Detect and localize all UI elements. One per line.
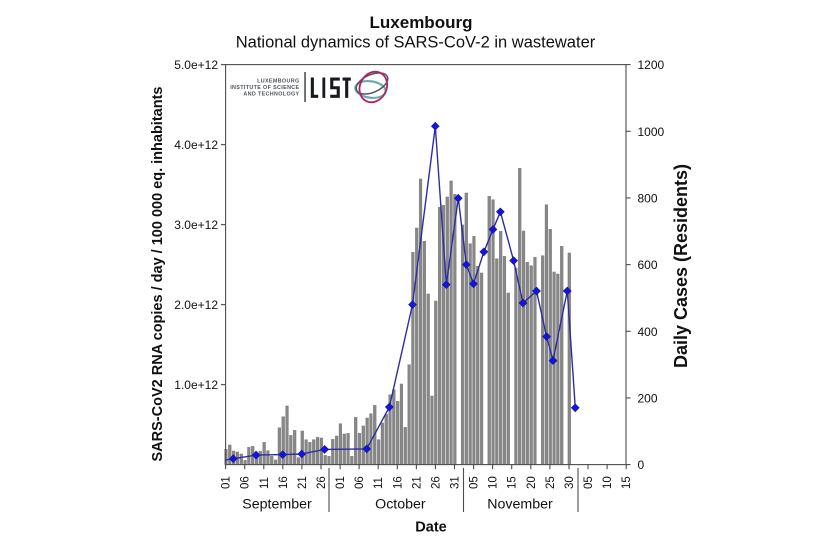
svg-text:01: 01 xyxy=(221,476,233,489)
svg-text:1000: 1000 xyxy=(638,125,665,139)
svg-text:11: 11 xyxy=(373,477,385,489)
svg-text:2.0e+12: 2.0e+12 xyxy=(174,298,218,312)
svg-text:LUXEMBOURG: LUXEMBOURG xyxy=(257,79,299,85)
svg-text:26: 26 xyxy=(430,476,442,489)
svg-text:25: 25 xyxy=(545,476,557,489)
svg-text:10: 10 xyxy=(488,476,500,489)
svg-text:16: 16 xyxy=(392,476,404,489)
svg-text:21: 21 xyxy=(411,476,423,489)
svg-text:06: 06 xyxy=(240,476,252,489)
svg-text:20: 20 xyxy=(526,476,538,489)
svg-text:26: 26 xyxy=(316,476,328,489)
svg-text:30: 30 xyxy=(564,476,576,489)
svg-text:21: 21 xyxy=(297,476,309,489)
svg-text:800: 800 xyxy=(638,191,658,205)
svg-text:1.0e+12: 1.0e+12 xyxy=(174,378,218,392)
svg-text:Luxembourg: Luxembourg xyxy=(370,13,473,32)
svg-text:AND TECHNOLOGY: AND TECHNOLOGY xyxy=(243,92,299,98)
svg-text:Date: Date xyxy=(415,520,446,536)
svg-text:4.0e+12: 4.0e+12 xyxy=(174,138,218,152)
svg-text:600: 600 xyxy=(638,258,658,272)
svg-text:Daily Cases (Residents): Daily Cases (Residents) xyxy=(671,164,691,368)
svg-text:0: 0 xyxy=(638,458,645,472)
svg-text:15: 15 xyxy=(507,476,519,489)
svg-text:01: 01 xyxy=(335,476,347,489)
svg-text:October: October xyxy=(375,497,426,513)
svg-text:200: 200 xyxy=(638,391,658,405)
svg-text:National dynamics of SARS-CoV-: National dynamics of SARS-CoV-2 in waste… xyxy=(236,34,596,52)
svg-text:September: September xyxy=(242,497,312,513)
svg-text:1200: 1200 xyxy=(638,58,665,72)
svg-text:November: November xyxy=(487,497,553,513)
svg-text:SARS-CoV2 RNA copies / day / 1: SARS-CoV2 RNA copies / day / 100 000 eq.… xyxy=(150,87,166,462)
svg-text:16: 16 xyxy=(278,476,290,489)
svg-text:05: 05 xyxy=(469,476,481,489)
svg-text:10: 10 xyxy=(602,476,614,489)
svg-text:3.0e+12: 3.0e+12 xyxy=(174,218,218,232)
svg-text:06: 06 xyxy=(354,476,366,489)
svg-text:31: 31 xyxy=(450,476,462,489)
svg-text:05: 05 xyxy=(583,476,595,489)
svg-text:15: 15 xyxy=(621,476,633,489)
svg-text:INSTITUTE OF SCIENCE: INSTITUTE OF SCIENCE xyxy=(230,85,299,91)
svg-text:5.0e+12: 5.0e+12 xyxy=(174,58,218,72)
svg-text:400: 400 xyxy=(638,325,658,339)
svg-text:11: 11 xyxy=(259,477,271,489)
